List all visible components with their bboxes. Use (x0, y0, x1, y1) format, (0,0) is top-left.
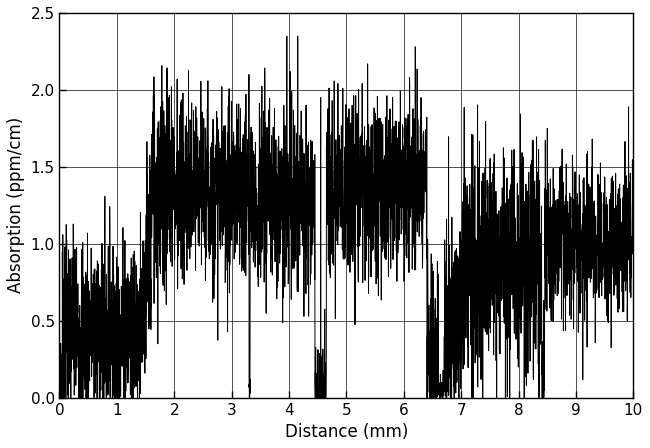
X-axis label: Distance (mm): Distance (mm) (285, 423, 408, 441)
Y-axis label: Absorption (ppm/cm): Absorption (ppm/cm) (7, 117, 25, 293)
